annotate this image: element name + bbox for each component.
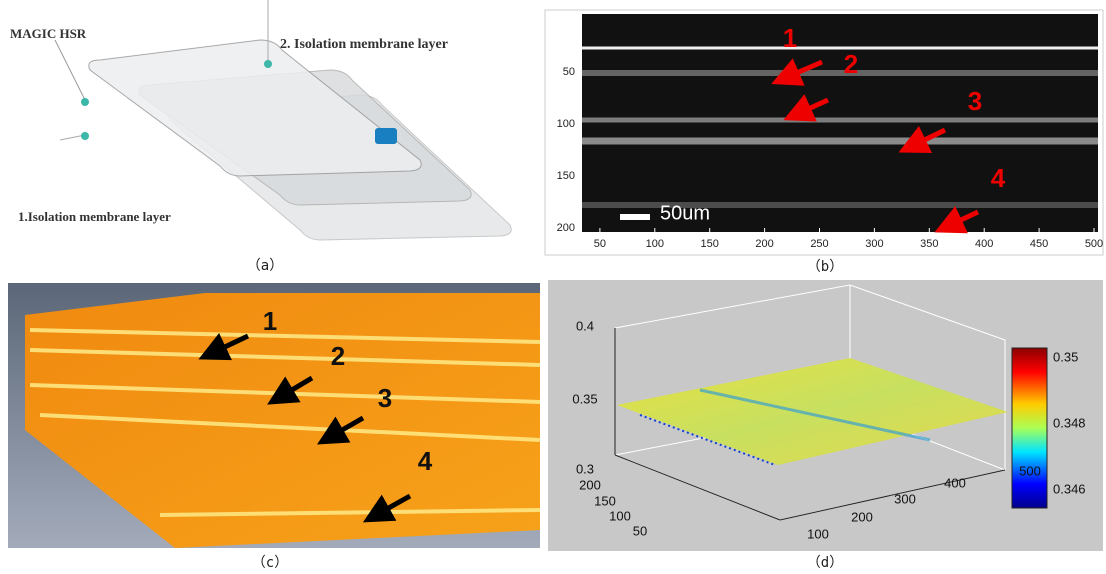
scale-bar-label: 50um <box>660 202 710 224</box>
y-tick-label: 100 <box>557 118 575 130</box>
caption: （c） <box>252 555 288 571</box>
label: MAGIC HSR <box>10 26 87 41</box>
marker-label: 1 <box>263 306 277 336</box>
y-tick-label: 200 <box>557 222 575 234</box>
label: 2. Isolation membrane layer <box>280 37 448 52</box>
panel-a: MAGIC HSR 2. Isolation membrane layer 1.… <box>10 0 511 274</box>
z-tick-label: 0.4 <box>576 318 594 333</box>
x-tick-label: 200 <box>755 238 773 250</box>
caption: （d） <box>807 555 843 571</box>
x-tick-label: 300 <box>865 238 883 250</box>
x-tick-label: 400 <box>975 238 993 250</box>
x-tick-label: 50 <box>594 238 606 250</box>
y-tick-label: 50 <box>633 523 647 538</box>
marker-label: 2 <box>331 341 345 371</box>
marker-label: 3 <box>378 383 392 413</box>
y-tick-label: 200 <box>579 477 601 492</box>
y-tick-label: 100 <box>609 508 631 523</box>
colorbar-tick-label: 0.35 <box>1053 349 1078 364</box>
x-tick-label: 100 <box>646 238 664 250</box>
panel-c: （c） 1 2 3 4 <box>8 283 540 571</box>
y-tick-label: 150 <box>557 170 575 182</box>
y-tick-label: 50 <box>563 66 575 78</box>
y-tick-label: 150 <box>594 493 616 508</box>
x-tick-label: 100 <box>807 526 829 541</box>
page: {"panels": [ {"caption": "（a）", "labels"… <box>0 0 1106 574</box>
caption: （a） <box>247 258 283 274</box>
x-tick-label: 400 <box>944 475 966 490</box>
figure: MAGIC HSR 2. Isolation membrane layer 1.… <box>0 0 1106 574</box>
label: 1.Isolation membrane layer <box>18 209 171 224</box>
panel-d: （d） 0.30.350.410020030040050050100150200… <box>548 280 1103 571</box>
colorbar-tick-label: 0.348 <box>1053 415 1086 430</box>
x-tick-label: 300 <box>894 491 916 506</box>
colorbar <box>1012 348 1047 508</box>
x-tick-label: 500 <box>1085 238 1103 250</box>
panel-b: 50um （b） 50 100 150 200 250 300 350 400 450 500 50… <box>545 10 1103 275</box>
x-tick-label: 350 <box>920 238 938 250</box>
marker-label: 4 <box>418 446 433 476</box>
colorbar-tick-label: 0.346 <box>1053 481 1086 496</box>
z-tick-label: 0.3 <box>576 461 594 476</box>
x-tick-label: 200 <box>851 509 873 524</box>
x-tick-label: 450 <box>1030 238 1048 250</box>
x-tick-label: 500 <box>1019 463 1041 478</box>
x-tick-label: 150 <box>701 238 719 250</box>
x-tick-label: 250 <box>810 238 828 250</box>
marker-label: 1 <box>783 23 797 53</box>
logo <box>375 128 397 144</box>
marker-label: 4 <box>991 163 1006 193</box>
caption: （b） <box>807 259 843 275</box>
marker-label: 3 <box>968 86 982 116</box>
marker-label: 2 <box>844 49 858 79</box>
z-tick-label: 0.35 <box>572 391 597 406</box>
